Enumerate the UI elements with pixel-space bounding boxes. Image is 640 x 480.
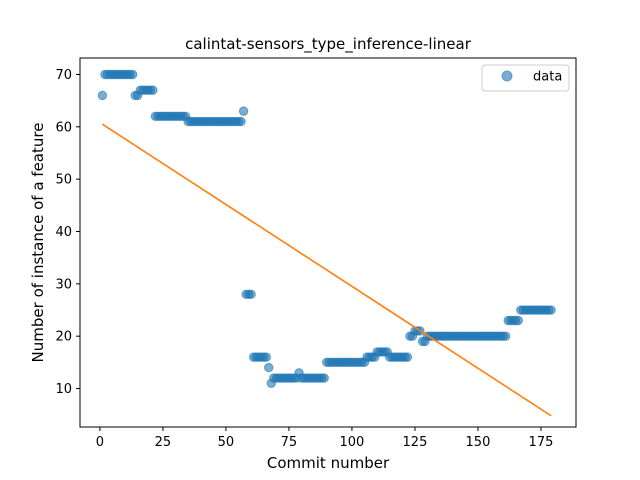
data-point (319, 373, 329, 383)
x-axis: 0 25 50 75 100 125 150 175 (96, 427, 554, 450)
data-point (236, 116, 246, 127)
x-tick-label: 25 (155, 435, 172, 450)
x-tick-label: 0 (96, 435, 104, 450)
x-tick-label: 75 (281, 435, 298, 450)
legend-label-data: data (533, 70, 562, 85)
legend-box (481, 64, 570, 92)
x-tick-label: 150 (466, 435, 491, 450)
x-axis-label: Commit number (267, 454, 390, 472)
x-tick-label: 100 (340, 435, 365, 450)
y-tick-label: 60 (55, 120, 72, 135)
y-tick-label: 20 (55, 330, 72, 345)
legend: data (481, 64, 570, 92)
data-point (264, 362, 274, 373)
x-tick-label: 175 (529, 435, 554, 450)
data-point (238, 106, 249, 116)
y-tick-label: 10 (55, 382, 72, 397)
chart-title: calintat-sensors_type_inference-linear (185, 35, 472, 54)
x-tick-label: 50 (218, 435, 235, 450)
x-tick-label: 125 (403, 435, 428, 450)
data-point (513, 315, 523, 326)
data-point (127, 69, 138, 80)
plot-frame (79, 57, 577, 428)
data-point (546, 305, 556, 315)
y-axis-label: Number of instance of a feature (29, 123, 47, 363)
data-point (97, 90, 108, 101)
data-point (148, 85, 158, 95)
data-point (402, 352, 413, 362)
data-point (500, 331, 511, 341)
y-tick-label: 70 (55, 68, 72, 83)
regression-line (101, 123, 552, 417)
y-tick-label: 40 (55, 225, 72, 240)
y-tick-label: 50 (55, 173, 72, 188)
legend-marker (501, 70, 513, 82)
data-point (246, 289, 256, 300)
plot-area (97, 69, 556, 417)
data-point (261, 352, 271, 362)
y-tick-label: 30 (55, 277, 72, 292)
y-axis: 10 20 30 40 50 60 70 (55, 68, 80, 397)
